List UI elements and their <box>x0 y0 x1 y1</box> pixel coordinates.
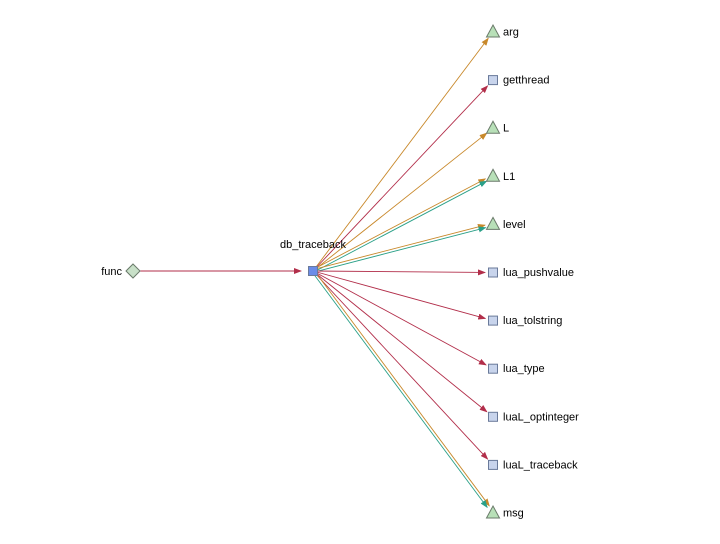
node-label-func: func <box>101 266 122 278</box>
labels: func db_traceback arg getthread L L1 level lua_… <box>101 27 579 520</box>
level-node-triangle-icon[interactable] <box>485 216 501 230</box>
node-label-getthread: getthread <box>503 75 549 87</box>
msg-node-triangle-icon[interactable] <box>485 504 501 519</box>
edge-db-traceback-to-msg-read <box>313 269 490 507</box>
lua-pushvalue-node-square-icon[interactable] <box>488 267 498 278</box>
edge-db-traceback-to-lua-pushvalue-call <box>312 269 487 276</box>
node-label-lual-traceback: luaL_traceback <box>503 459 578 471</box>
node-label-lua-tolstring: lua_tolstring <box>503 315 562 327</box>
db-traceback-node-square-icon[interactable] <box>308 266 318 276</box>
edge-db-traceback-to-lua-tolstring-call <box>312 270 487 320</box>
edge-db-traceback-to-lual-optinteger-call <box>312 270 488 413</box>
node-label-l1: L1 <box>503 171 515 183</box>
edge-db-traceback-to-lual-traceback-call <box>312 270 489 460</box>
l-node-triangle-icon[interactable] <box>485 120 501 134</box>
lua-tolstring-node-square-icon[interactable] <box>488 315 498 326</box>
node-label-msg: msg <box>503 508 524 520</box>
node-label-arg: arg <box>503 27 519 39</box>
nodes <box>125 23 501 519</box>
edge-db-traceback-to-l-read <box>312 132 488 272</box>
edges <box>140 37 490 509</box>
edge-db-traceback-to-lua-type-call <box>312 270 487 366</box>
lua-type-node-square-icon[interactable] <box>488 363 498 374</box>
arg-node-triangle-icon[interactable] <box>485 23 501 38</box>
func-node-diamond-icon[interactable] <box>125 263 141 279</box>
node-label-db-traceback: db_traceback <box>280 239 347 251</box>
edge-db-traceback-to-l1-read <box>312 178 487 271</box>
edge-db-traceback-to-level-write <box>313 226 487 273</box>
node-label-lua-pushvalue: lua_pushvalue <box>503 267 574 279</box>
edge-db-traceback-to-arg-read <box>312 37 489 272</box>
lual-traceback-node-square-icon[interactable] <box>488 459 498 470</box>
node-label-level: level <box>503 219 526 231</box>
edge-db-traceback-to-l1-write <box>313 180 488 273</box>
l1-node-triangle-icon[interactable] <box>485 168 501 182</box>
edge-db-traceback-to-level-read <box>312 223 486 271</box>
edge-db-traceback-to-msg-write <box>311 271 488 509</box>
node-label-lual-optinteger: luaL_optinteger <box>503 411 579 423</box>
edge-db-traceback-to-getthread-call <box>312 85 489 272</box>
lual-optinteger-node-square-icon[interactable] <box>488 411 498 422</box>
getthread-node-square-icon[interactable] <box>488 75 498 86</box>
node-label-l: L <box>503 123 509 135</box>
node-label-lua-type: lua_type <box>503 363 545 375</box>
